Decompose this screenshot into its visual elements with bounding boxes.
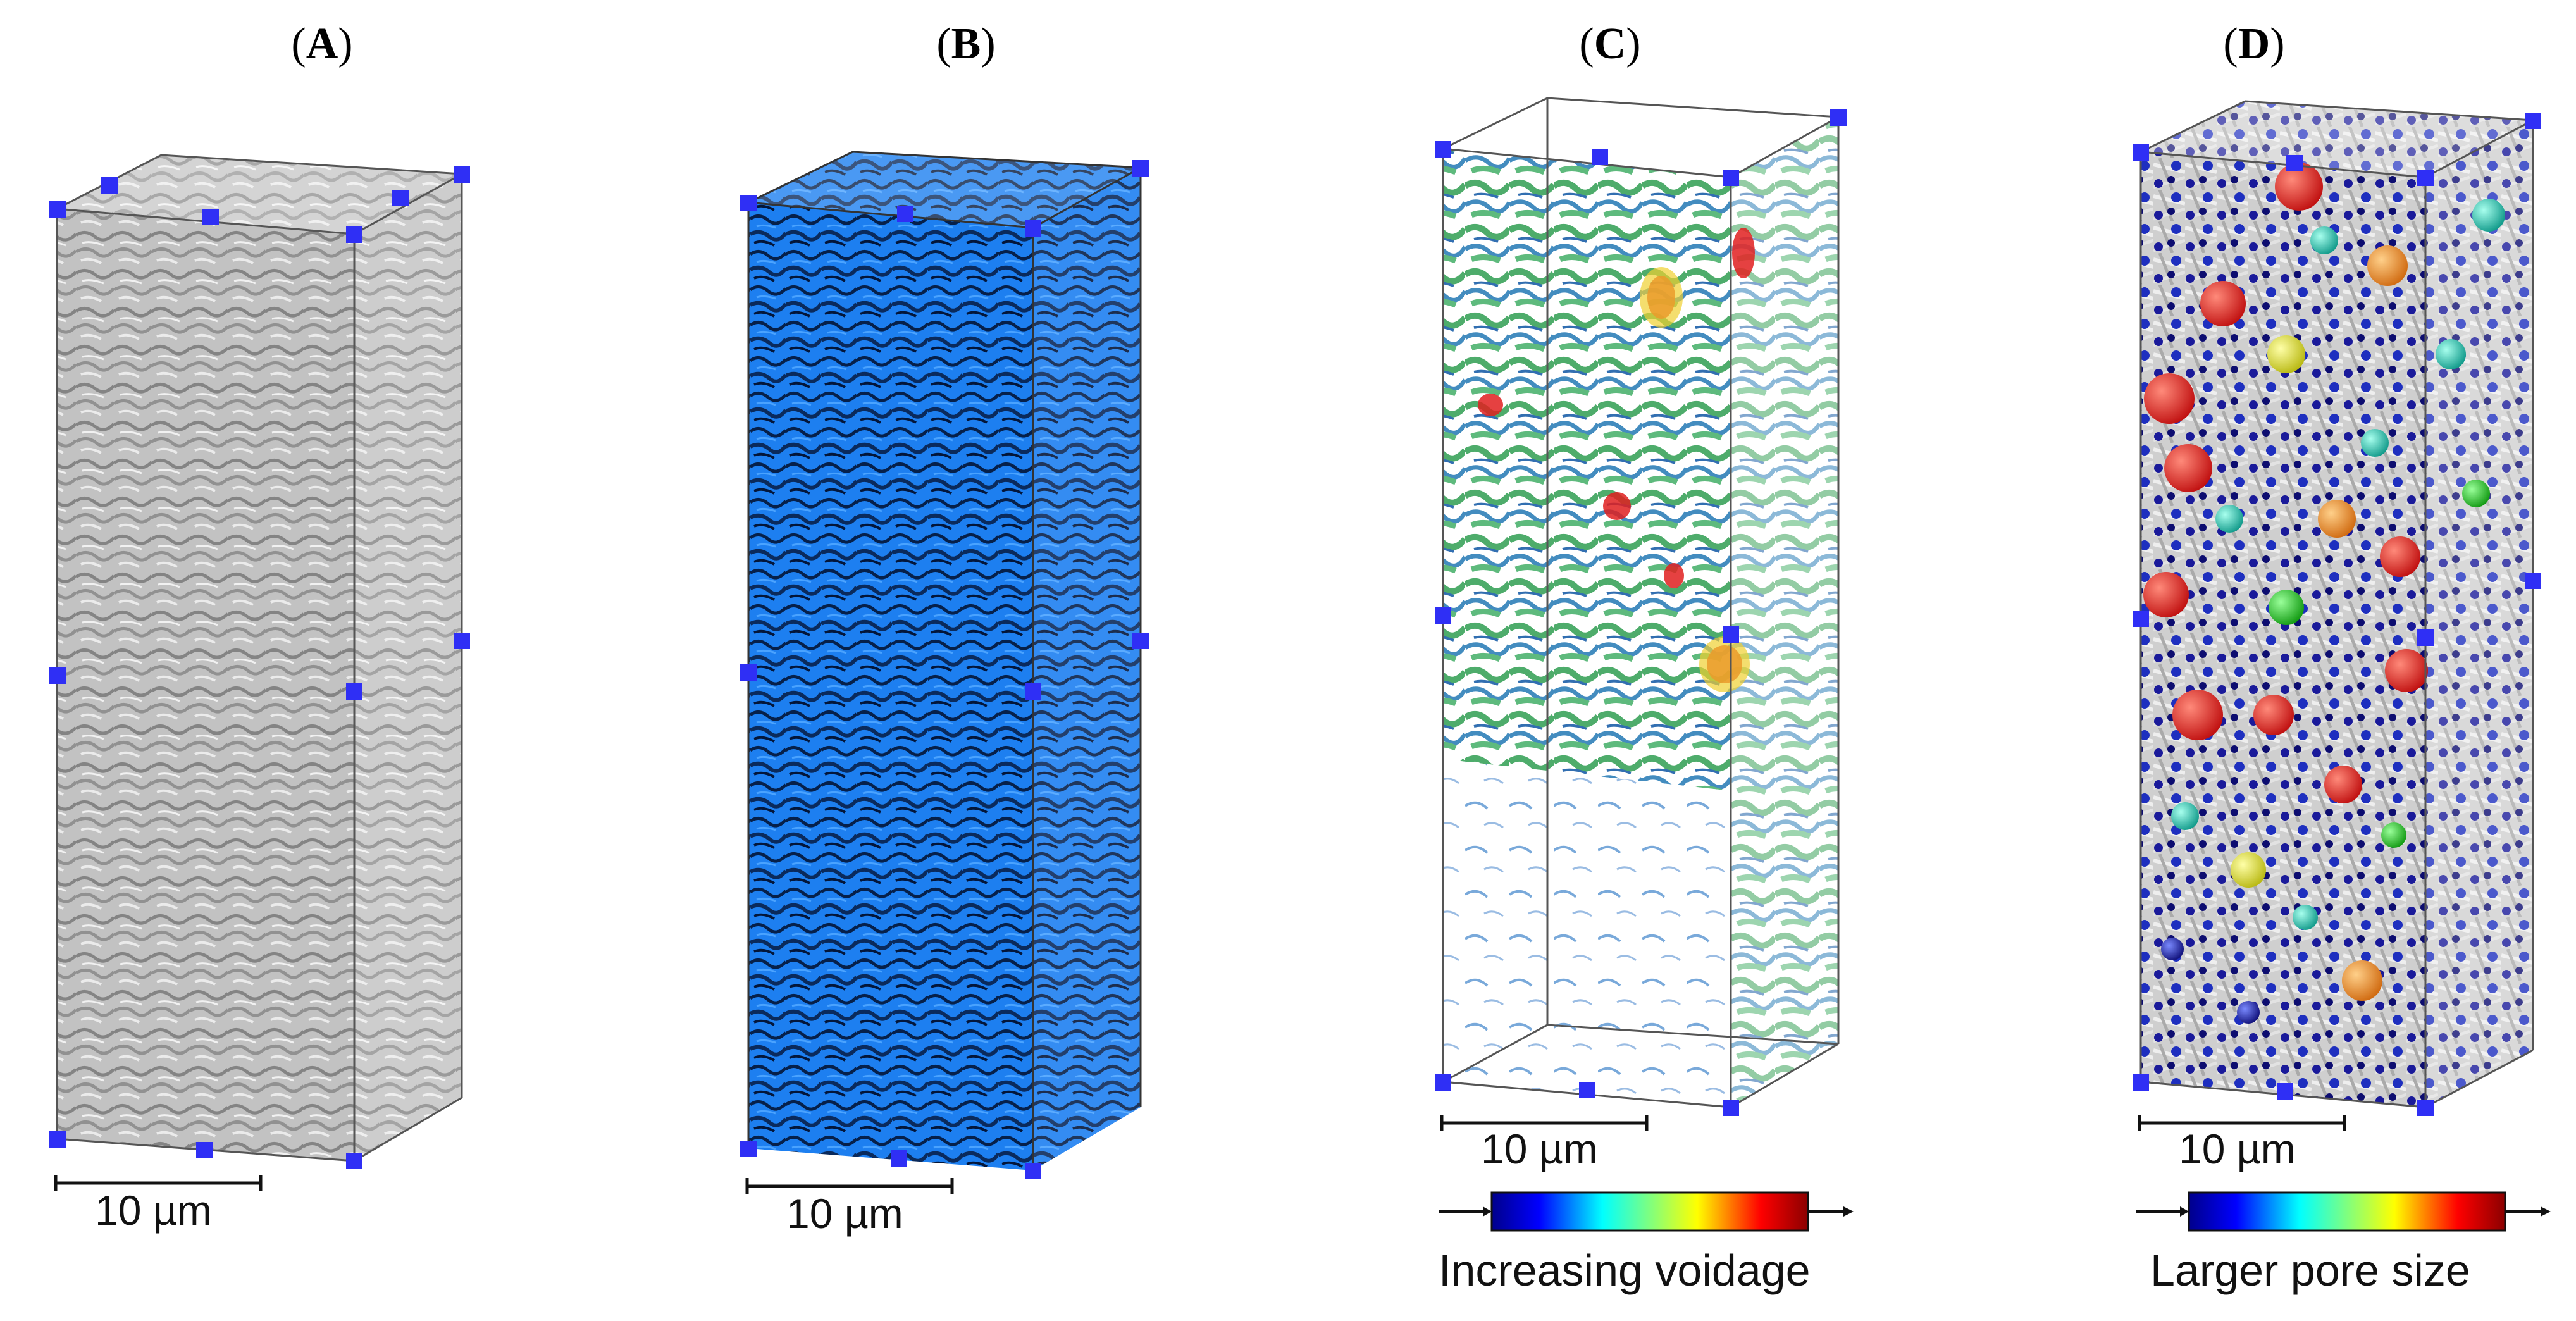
- scale-bar-c: [1440, 1115, 1649, 1131]
- panel-c: (C): [1288, 0, 1932, 1321]
- pore-size-colorbar: [2136, 1191, 2551, 1232]
- panel-label-c: (C): [1579, 20, 1641, 68]
- voidage-volume-rendering: [1435, 97, 1847, 1116]
- grey-solid-rendering: [49, 154, 470, 1169]
- scale-label-a: 10 µm: [95, 1187, 212, 1234]
- voidage-colorbar: [1439, 1191, 1854, 1232]
- panel-label-b: (B): [936, 20, 996, 68]
- scale-bar-a: [54, 1175, 263, 1191]
- voidage-colorbar-label: Increasing voidage: [1439, 1246, 1811, 1295]
- blue-pore-rendering: [740, 151, 1149, 1179]
- scale-bar-b: [745, 1178, 954, 1194]
- scale-label-c: 10 µm: [1481, 1126, 1598, 1172]
- scale-label-b: 10 µm: [786, 1190, 903, 1237]
- pore-network-rendering: [2133, 100, 2541, 1116]
- panel-label-a: (A): [291, 20, 353, 68]
- panel-label-d: (D): [2223, 20, 2285, 68]
- panel-b: (B): [644, 0, 1288, 1321]
- scale-label-d: 10 µm: [2179, 1126, 2296, 1172]
- panel-a: (A): [0, 0, 644, 1321]
- pore-size-colorbar-label: Larger pore size: [2150, 1246, 2470, 1295]
- panel-d: (D): [1932, 0, 2576, 1321]
- scale-bar-d: [2138, 1115, 2346, 1131]
